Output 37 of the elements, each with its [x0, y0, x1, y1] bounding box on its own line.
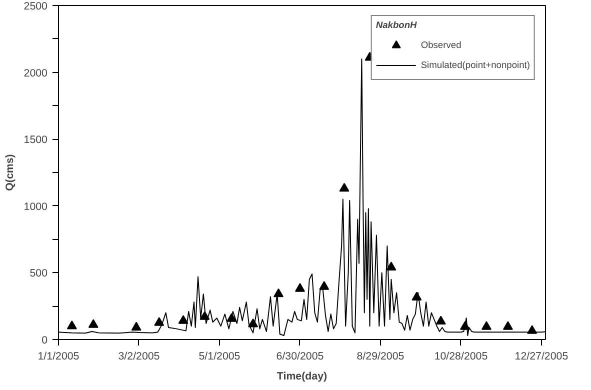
point	[412, 292, 422, 301]
point	[66, 320, 77, 330]
x-tick-label: 6/30/2005	[276, 350, 324, 362]
legend-title: NakbonH	[376, 20, 418, 30]
legend-label: Simulated(point+nonpoint)	[420, 60, 530, 70]
point	[88, 319, 98, 328]
x-tick-label: 5/1/2005	[198, 350, 240, 362]
x-tick-label: 1/1/2005	[38, 350, 80, 362]
x-tick-label: 12/27/2005	[514, 350, 568, 362]
point	[460, 321, 470, 330]
legend-label: Observed	[420, 40, 462, 50]
point	[274, 288, 284, 298]
point	[386, 262, 396, 270]
point	[294, 283, 305, 292]
point	[226, 313, 237, 322]
point	[154, 317, 164, 326]
point	[436, 316, 446, 325]
y-tick-label: 0	[42, 334, 48, 346]
point	[200, 311, 210, 320]
point	[319, 281, 330, 290]
y-tick-label: 1000	[24, 200, 48, 213]
y-axis-title: Q(cms)	[4, 154, 16, 191]
y-tick-label: 500	[30, 268, 48, 280]
y-tick-label: 2000	[24, 67, 48, 80]
x-tick-label: 10/28/2005	[434, 350, 488, 362]
x-tick-label: 3/2/2005	[118, 350, 160, 362]
x-axis-title: Time(day)	[276, 370, 328, 382]
point	[178, 315, 188, 324]
y-tick-label: 2500	[24, 0, 48, 12]
point	[339, 182, 350, 192]
y-tick-label: 1500	[24, 134, 48, 146]
x-tick-label: 8/29/2005	[356, 350, 404, 362]
point	[502, 321, 513, 330]
point	[481, 321, 492, 330]
point	[131, 322, 142, 331]
point	[527, 325, 538, 334]
point	[248, 318, 258, 328]
